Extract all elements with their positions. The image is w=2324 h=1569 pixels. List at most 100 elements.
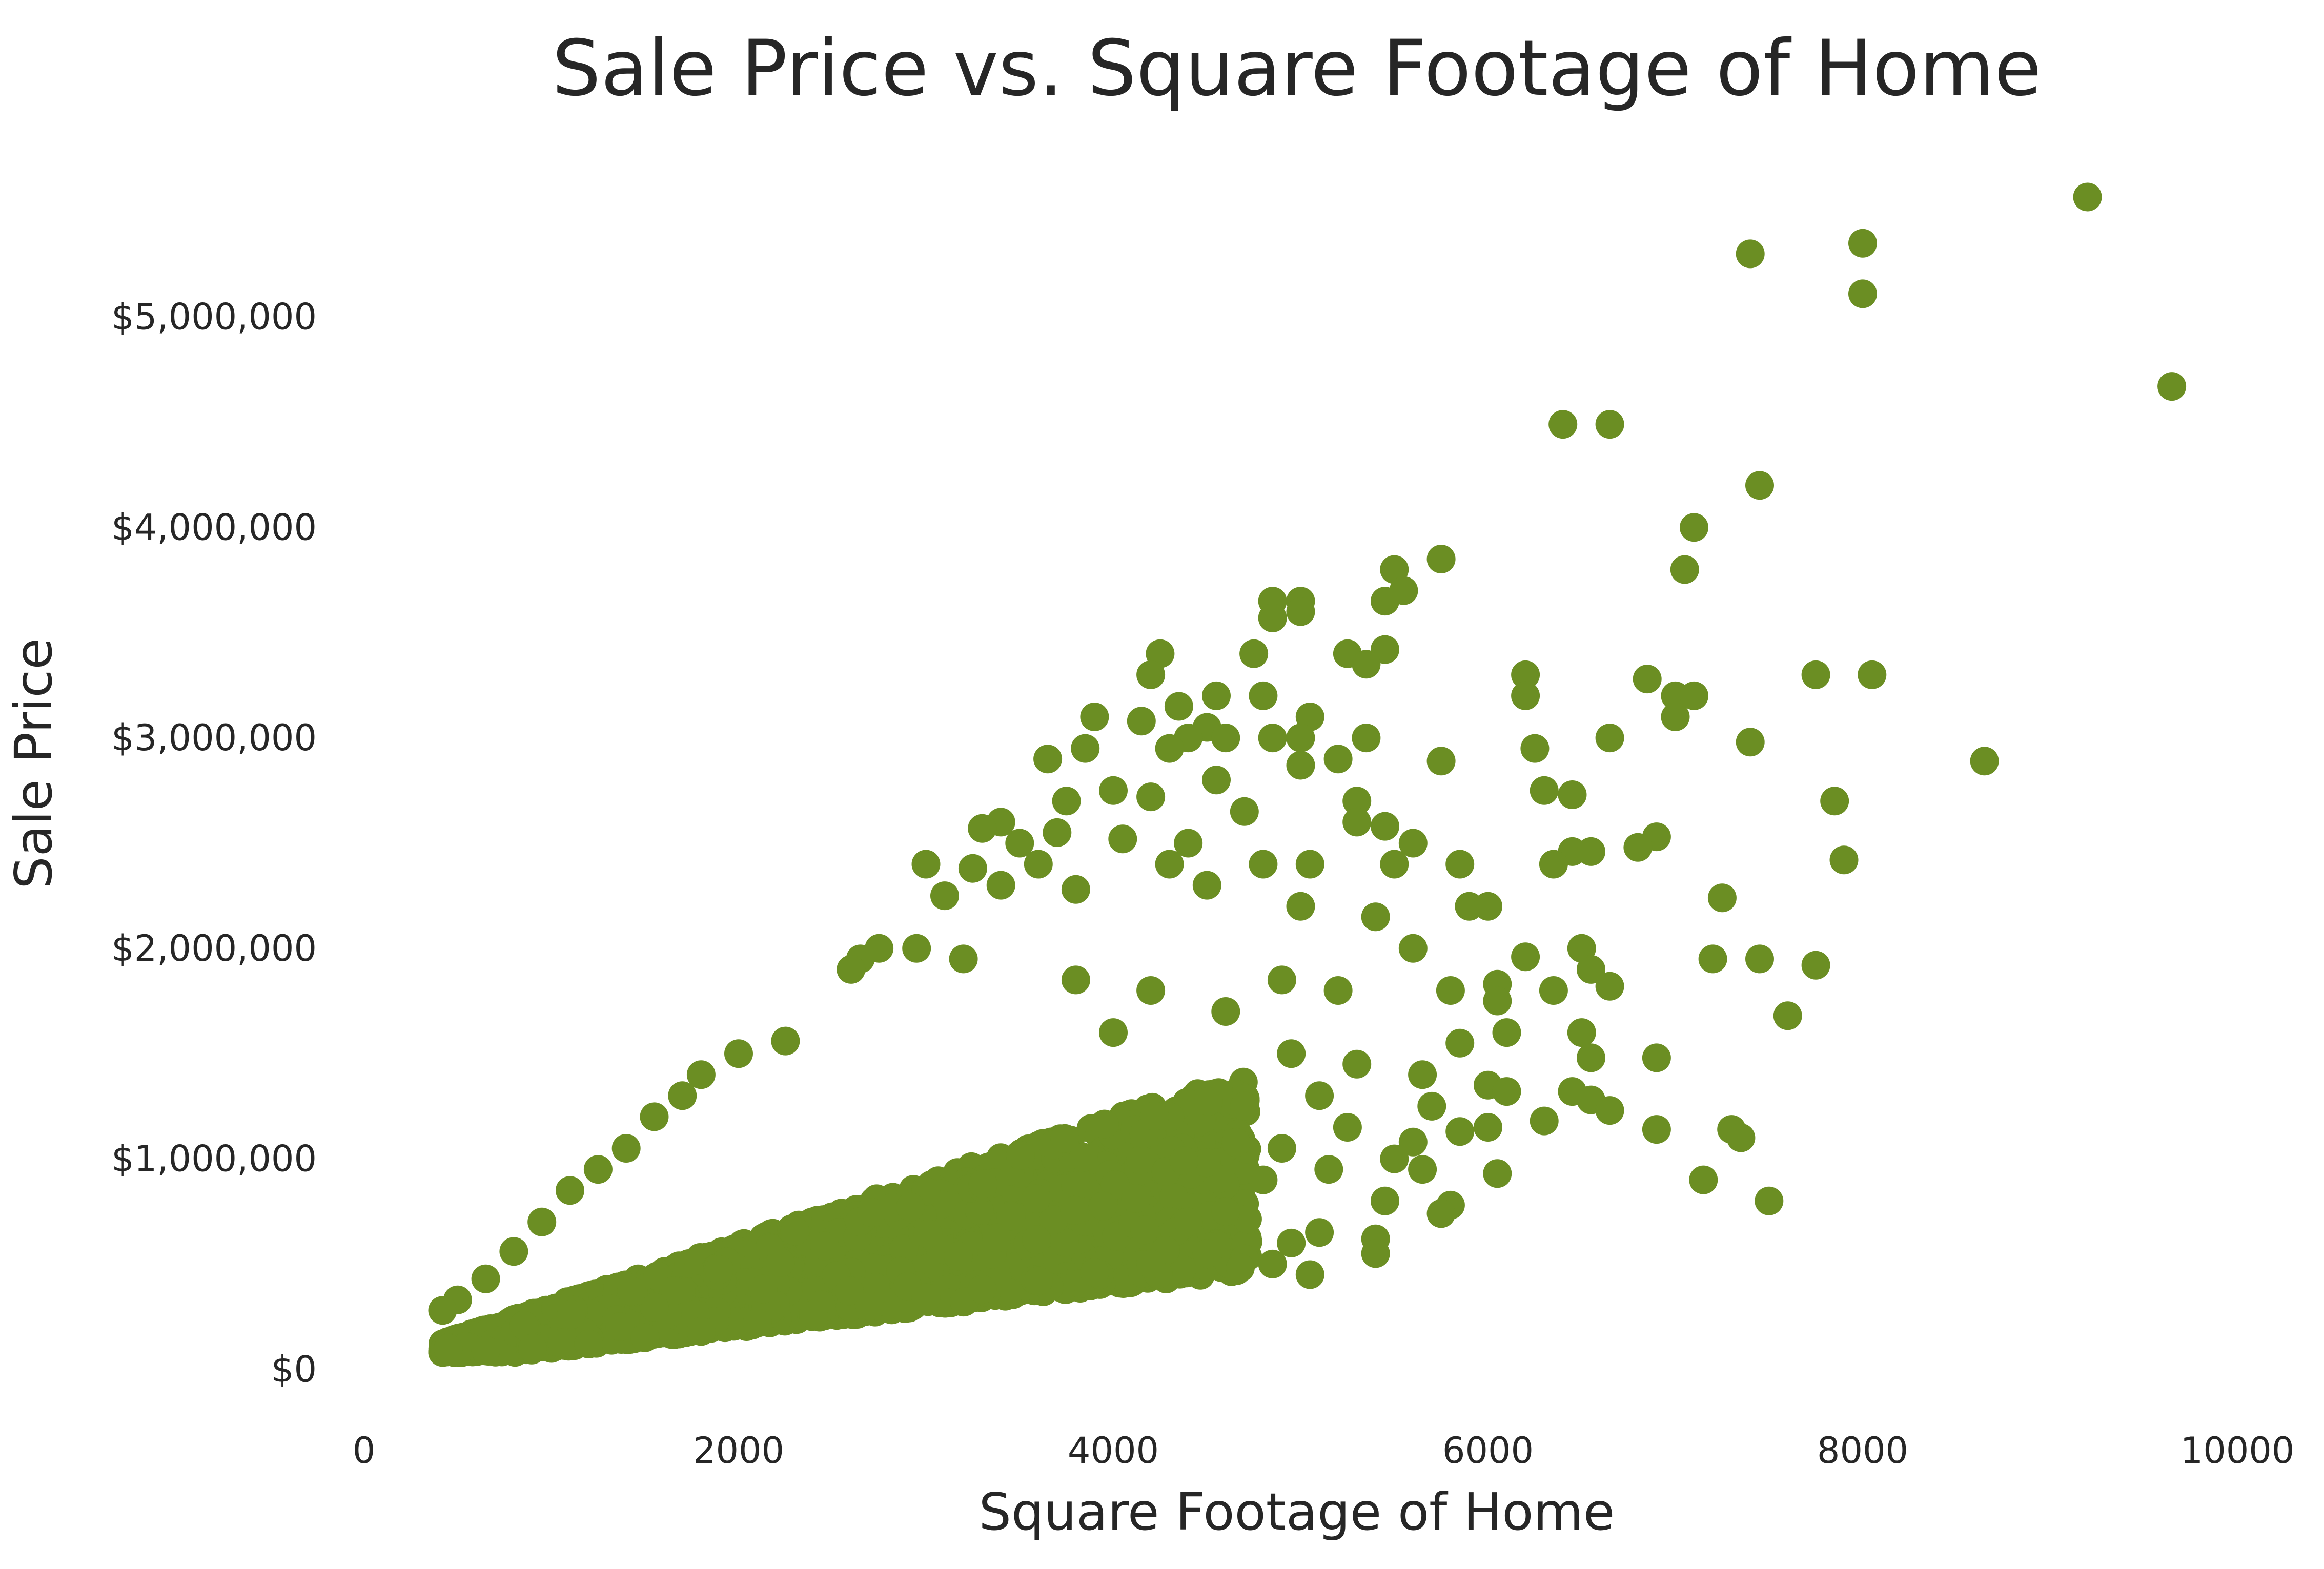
scatter-point [557,1300,586,1329]
scatter-point [434,1334,463,1363]
scatter-point [1736,728,1765,757]
scatter-point [1539,850,1568,879]
scatter-point [1323,976,1353,1005]
scatter-point [1052,787,1081,816]
scatter-point [837,955,866,984]
scatter-point [1286,597,1315,626]
scatter-point [1352,724,1381,753]
scatter-point [509,1311,539,1340]
scatter-point [471,1336,500,1365]
scatter-point [857,1198,886,1227]
x-tick-label: 10000 [2180,1430,2295,1472]
scatter-point [556,1176,584,1205]
scatter-point [855,1292,884,1321]
scatter-point [1069,1143,1098,1172]
scatter-point [1642,1115,1671,1144]
scatter-point [1398,934,1428,963]
scatter-point [982,1223,1011,1252]
scatter-point [1192,1239,1221,1268]
scatter-point [1726,1123,1756,1152]
scatter-point [1829,845,1859,875]
scatter-point [743,1309,772,1337]
scatter-point [1202,681,1231,710]
scatter-point [1314,1155,1343,1184]
scatter-point [1680,513,1708,542]
scatter-point [1277,1039,1306,1068]
scatter-point [1202,766,1231,795]
scatter-point [1445,850,1475,879]
scatter-point [771,1026,800,1056]
scatter-point [1305,1218,1334,1247]
scatter-point [1295,850,1324,879]
scatter-point [1661,703,1690,731]
scatter-point [1060,1195,1089,1225]
scatter-point [944,1242,973,1271]
scatter-point [1100,1170,1130,1199]
scatter-point [1136,660,1166,689]
scatter-point [1033,745,1063,774]
scatter-point [1006,1141,1035,1170]
scatter-point [605,1312,635,1341]
scatter-point [1380,1144,1409,1173]
scatter-point [686,1060,716,1089]
scatter-point [1159,1183,1189,1212]
scatter-point [1398,829,1428,858]
x-tick-label: 2000 [693,1430,784,1472]
data-points [428,182,2187,1367]
scatter-point [1230,797,1259,826]
y-tick-label: $2,000,000 [111,927,317,969]
scatter-point [996,1202,1026,1231]
scatter-point [1577,1043,1605,1072]
scatter-point [986,871,1015,900]
scatter-point [1061,965,1090,995]
scatter-point [1689,1165,1718,1194]
y-tick-label: $5,000,000 [111,296,317,338]
scatter-point [574,1330,603,1358]
scatter-point [1108,824,1137,854]
x-tick-label: 0 [353,1430,376,1472]
scatter-point [766,1248,795,1277]
scatter-point [1136,782,1166,812]
scatter-point [965,1195,994,1225]
scatter-point [1221,1128,1251,1157]
scatter-point [1136,1249,1166,1278]
scatter-point [1194,1087,1223,1116]
scatter-point [1511,942,1540,972]
scatter-point [1577,955,1605,984]
scatter-point [968,1169,997,1198]
scatter-point [1567,1018,1596,1047]
scatter-point [640,1292,669,1322]
y-axis-ticks: $0 $1,000,000 $2,000,000 $3,000,000 $4,000,0… [111,296,317,1391]
scatter-point [1342,787,1372,816]
scatter-point [1595,972,1624,1001]
scatter-point [911,850,941,879]
scatter-point [810,1231,839,1261]
scatter-point [930,881,959,911]
scatter-point [1169,1146,1198,1175]
scatter-point [1801,951,1830,980]
scatter-point [748,1274,778,1304]
scatter-point [1642,1043,1671,1072]
scatter-point [1970,747,1999,776]
scatter-point [1371,812,1399,841]
scatter-point [1707,883,1737,913]
scatter-point [686,1317,716,1346]
scatter-point [1670,555,1699,584]
scatter-point [668,1081,697,1110]
scatter-point [428,1296,457,1325]
scatter-point [1155,850,1184,879]
scatter-point [1548,410,1578,439]
scatter-point [1848,229,1877,258]
scatter-point [1445,1117,1475,1146]
scatter-point [1005,829,1034,858]
scatter-point [640,1102,669,1131]
scatter-point [1398,1127,1428,1157]
scatter-point [1305,1081,1334,1110]
scatter-point [1361,1239,1390,1268]
scatter-point [617,1276,646,1306]
scatter-point [1050,1228,1079,1257]
scatter-point [949,944,978,974]
scatter-point [1140,1102,1169,1130]
